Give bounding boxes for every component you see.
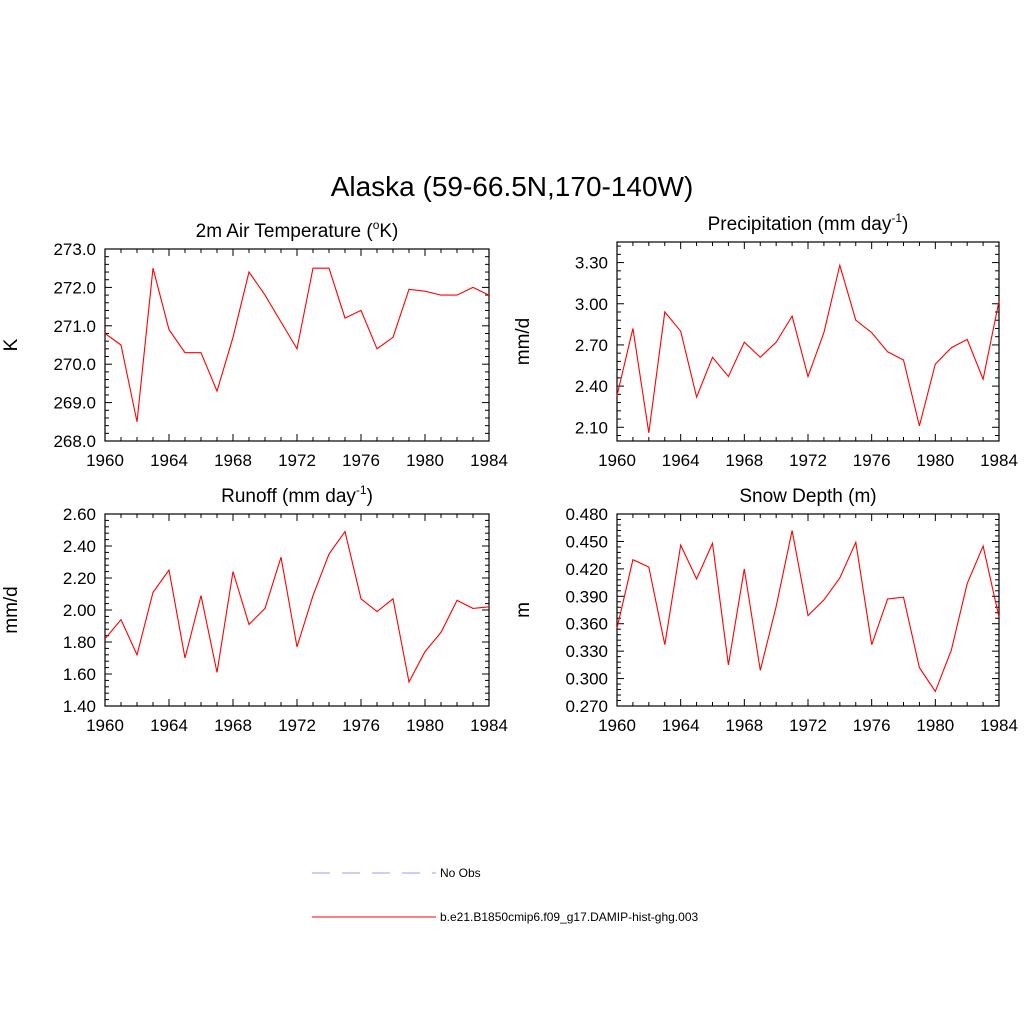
x-tick-label: 1976: [853, 716, 891, 735]
panel-1: 2m Air Temperature (oK) 1960 1964 1968 1972 1…: [1, 218, 508, 470]
y-axis-label: m: [513, 602, 534, 618]
x-tick-label: 1980: [406, 451, 444, 470]
panel-title-main: Precipitation (mm day: [708, 214, 892, 235]
x-tick-label: 1976: [342, 451, 380, 470]
y-tick-label: 269.0: [53, 394, 96, 413]
panel-2: Precipitation (mm day-1) 1960 1964 1968 1972…: [513, 211, 1018, 470]
panel-title-superscript: o: [373, 218, 380, 232]
series-line: [104, 267, 490, 422]
x-tick-label: 1964: [150, 716, 188, 735]
y-tick-label: 2.70: [575, 336, 608, 355]
legend-item: No Obs: [312, 866, 481, 880]
y-tick-label: 2.10: [575, 418, 608, 437]
y-tick-label: 268.0: [53, 432, 96, 451]
panel-title-suffix: ): [902, 214, 908, 235]
panel-title-main: 2m Air Temperature (: [196, 221, 374, 242]
panels: 2m Air Temperature (oK)1960 1964 1968 1972 1…: [1, 211, 1018, 735]
x-tick-label: 1976: [342, 716, 380, 735]
y-tick-label: 0.330: [565, 642, 608, 661]
x-tick-label: 1980: [406, 716, 444, 735]
legend-label: No Obs: [440, 866, 481, 880]
y-tick-label: 271.0: [53, 317, 96, 336]
y-tick-label: 270.0: [53, 355, 96, 374]
y-axis-label: K: [1, 338, 22, 351]
x-tick-label: 1980: [916, 451, 954, 470]
x-tick-label: 1960: [86, 716, 124, 735]
panel-4: Snow Depth (m) 1960 1964 1968 1972 1976 1980 19…: [513, 486, 1018, 735]
plot-frame: [104, 248, 490, 442]
y-tick-label: 0.420: [565, 560, 608, 579]
x-tick-label: 1984: [980, 451, 1018, 470]
x-tick-label: 1960: [598, 451, 636, 470]
x-tick-label: 1964: [150, 451, 188, 470]
x-tick-label: 1960: [86, 451, 124, 470]
series-line: [616, 263, 1000, 433]
panel-title: Precipitation (mm day-1): [708, 211, 909, 235]
figure-title: Alaska (59-66.5N,170-140W): [331, 171, 694, 202]
x-tick-label: 1964: [662, 716, 700, 735]
legend-item: b.e21.B1850cmip6.f09_g17.DAMIP-hist-ghg.…: [312, 910, 698, 924]
panel-title: Runoff (mm day-1): [221, 483, 373, 507]
y-tick-label: 2.00: [63, 601, 96, 620]
x-tick-label: 1976: [853, 451, 891, 470]
y-axis-label: mm/d: [1, 586, 22, 634]
plot-frame: [616, 513, 1000, 707]
x-tick-label: 1972: [789, 716, 827, 735]
panel-title-main: Snow Depth (m): [739, 486, 876, 507]
x-tick-label: 1968: [214, 716, 252, 735]
y-tick-label: 273.0: [53, 240, 96, 259]
y-tick-label: 0.390: [565, 587, 608, 606]
y-tick-label: 0.450: [565, 532, 608, 551]
y-tick-label: 1.40: [63, 697, 96, 716]
panel-title-main: Runoff (mm day: [221, 486, 356, 507]
legend: No Obs b.e21.B1850cmip6.f09_g17.DAMIP-his…: [312, 866, 698, 924]
y-tick-label: 3.00: [575, 295, 608, 314]
panel-title: Snow Depth (m): [739, 486, 876, 507]
panel-title-suffix: K): [379, 221, 398, 242]
panel-title-superscript: -1: [356, 483, 367, 497]
x-tick-label: 1984: [980, 716, 1018, 735]
x-tick-label: 1984: [470, 451, 508, 470]
y-tick-label: 272.0: [53, 278, 96, 297]
x-tick-label: 1972: [789, 451, 827, 470]
panel-title-superscript: -1: [891, 211, 902, 225]
y-tick-label: 1.60: [63, 665, 96, 684]
y-axis-label: mm/d: [513, 318, 534, 366]
series-line: [104, 530, 490, 684]
panel-title: 2m Air Temperature (oK): [196, 218, 399, 242]
x-tick-label: 1968: [725, 451, 763, 470]
x-tick-label: 1964: [662, 451, 700, 470]
y-tick-label: 3.30: [575, 254, 608, 273]
x-tick-label: 1968: [725, 716, 763, 735]
y-tick-label: 2.40: [63, 537, 96, 556]
y-tick-label: 2.20: [63, 569, 96, 588]
x-tick-label: 1984: [470, 716, 508, 735]
y-tick-label: 0.300: [565, 670, 608, 689]
x-tick-label: 1980: [916, 716, 954, 735]
y-tick-label: 0.270: [565, 697, 608, 716]
plot-frame: [616, 241, 1000, 442]
legend-label: b.e21.B1850cmip6.f09_g17.DAMIP-hist-ghg.…: [440, 910, 698, 924]
y-tick-label: 0.480: [565, 505, 608, 524]
x-tick-label: 1972: [278, 716, 316, 735]
x-tick-label: 1960: [598, 716, 636, 735]
y-tick-label: 0.360: [565, 615, 608, 634]
x-tick-label: 1972: [278, 451, 316, 470]
series-line: [616, 530, 1000, 693]
y-tick-label: 2.40: [575, 377, 608, 396]
plot-frame: [104, 513, 490, 707]
panel-3: Runoff (mm day-1) 1960 1964 1968 1972 1976 198…: [1, 483, 508, 735]
y-tick-label: 2.60: [63, 505, 96, 524]
panel-title-suffix: ): [367, 486, 373, 507]
x-tick-label: 1968: [214, 451, 252, 470]
y-tick-label: 1.80: [63, 633, 96, 652]
